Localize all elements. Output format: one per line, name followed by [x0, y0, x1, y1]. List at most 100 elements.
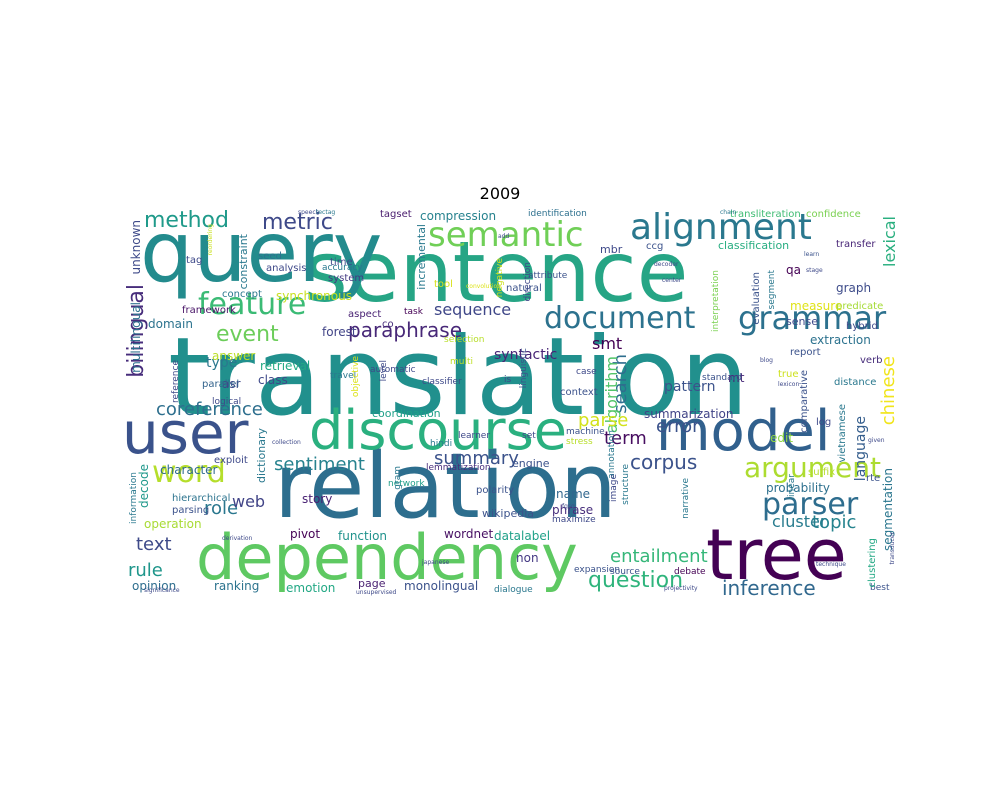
- cloud-word: center: [662, 277, 682, 284]
- cloud-word: clustering: [867, 538, 878, 588]
- cloud-word: network: [388, 479, 425, 489]
- cloud-word: entailment: [610, 546, 708, 567]
- cloud-word: relation: [274, 434, 617, 539]
- cloud-word: expansion: [574, 565, 621, 575]
- cloud-word: analysis: [266, 263, 307, 274]
- cloud-word: summarization: [644, 407, 734, 421]
- cloud-word: transliteration: [730, 209, 801, 220]
- cloud-word: narrative: [681, 478, 691, 519]
- cloud-word: event: [216, 322, 279, 347]
- cloud-word: dialogue: [494, 585, 533, 595]
- cloud-word: given: [868, 437, 885, 444]
- cloud-word: dependency: [196, 521, 578, 594]
- cloud-word: tool: [434, 279, 453, 290]
- cloud-word: fgsg: [562, 503, 575, 510]
- cloud-word: confidence: [806, 209, 861, 220]
- cloud-word: grammar: [738, 299, 887, 337]
- cloud-word: tree: [706, 514, 847, 596]
- cloud-word: pivot: [290, 527, 321, 541]
- cloud-word: synchronous: [276, 289, 352, 303]
- cloud-word: lexicon: [778, 381, 800, 388]
- cloud-word: role: [204, 498, 239, 519]
- cloud-word: travel: [330, 371, 357, 381]
- cloud-word: linguistic: [519, 348, 529, 389]
- cloud-word: system: [328, 273, 365, 284]
- cloud-word: structure: [621, 464, 631, 505]
- cloud-word: selection: [444, 335, 485, 345]
- cloud-word: sense: [786, 315, 818, 328]
- cloud-word: learn: [804, 251, 820, 258]
- cloud-word: forest: [322, 325, 357, 339]
- cloud-word: polarity: [476, 485, 515, 496]
- cloud-word: asr: [222, 377, 241, 391]
- cloud-word: discourse: [309, 399, 567, 462]
- cloud-word: translation: [168, 315, 749, 440]
- cloud-word: coordination: [372, 407, 441, 420]
- cloud-word: semantic: [428, 215, 584, 255]
- cloud-word: multi: [450, 357, 474, 367]
- cloud-word: inference: [722, 576, 816, 597]
- cloud-word: vietnamese: [837, 404, 848, 463]
- cloud-word: word: [152, 455, 226, 490]
- cloud-word: sentence: [304, 223, 689, 321]
- cloud-word: distance: [834, 377, 877, 388]
- cloud-word: identification: [528, 209, 587, 219]
- cloud-word: emotion: [286, 581, 336, 595]
- cloud-word: derivation: [222, 535, 253, 542]
- cloud-word: language: [853, 416, 869, 482]
- cloud-word: user: [126, 399, 249, 467]
- cloud-word: framework: [182, 305, 236, 316]
- figure-title: 2009: [479, 184, 521, 203]
- cloud-word: gram: [393, 466, 403, 490]
- cloud-word: function: [338, 529, 388, 543]
- cloud-word: logical: [212, 397, 242, 407]
- cloud-word: segment: [767, 270, 777, 310]
- cloud-word: level: [379, 360, 389, 382]
- cloud-word: japanese: [422, 559, 450, 566]
- cloud-word: class: [258, 373, 288, 387]
- cloud-word: text: [136, 534, 172, 555]
- cloud-word: edit: [770, 431, 794, 445]
- cloud-word: accuracy: [322, 263, 363, 273]
- cloud-word: cluster: [772, 512, 827, 531]
- cloud-word: question: [588, 568, 684, 593]
- cloud-word: stress: [566, 437, 593, 447]
- cloud-word: direction: [523, 262, 533, 302]
- cloud-word: term: [604, 428, 647, 449]
- cloud-word: task: [404, 307, 423, 317]
- cloud-word: hindi: [430, 439, 453, 449]
- cloud-word: lexical: [880, 216, 899, 267]
- cloud-word: aspect: [348, 309, 382, 320]
- cloud-word: speech: [298, 209, 320, 216]
- cloud-word: error: [656, 416, 700, 437]
- cloud-word: alignment: [630, 207, 812, 248]
- cloud-word: sequence: [434, 300, 512, 319]
- cloud-word: best: [870, 583, 890, 593]
- cloud-word: objective: [351, 356, 361, 398]
- cloud-word: maximize: [552, 515, 596, 525]
- cloud-word: interpretation: [711, 270, 721, 333]
- cloud-word: wikipedia: [482, 507, 535, 520]
- cloud-word: lemmatization: [426, 463, 491, 473]
- cloud-word: name: [556, 487, 591, 501]
- cloud-word: convolution: [466, 283, 501, 290]
- cloud-word: annotation: [607, 430, 617, 479]
- cloud-word: log: [816, 417, 832, 428]
- cloud-word: ccg: [646, 241, 664, 252]
- cloud-word: time: [330, 257, 353, 268]
- cloud-word: set: [522, 431, 536, 441]
- cloud-word: monolingual: [404, 579, 479, 593]
- cloud-word: qa: [786, 263, 801, 277]
- cloud-word: parsing: [172, 505, 210, 516]
- cloud-word: summary: [434, 448, 519, 469]
- cloud-word: decoder: [654, 261, 679, 268]
- cloud-word: parser: [762, 487, 859, 522]
- cloud-word: type: [206, 355, 238, 371]
- cloud-word: reference: [171, 360, 181, 403]
- cloud-word: automatic: [370, 365, 416, 375]
- cloud-word: smt: [592, 334, 623, 353]
- cloud-word: concept: [222, 289, 262, 300]
- cloud-word: learner: [458, 431, 491, 441]
- cloud-word: parse: [578, 410, 629, 431]
- cloud-word: hybrid: [846, 321, 878, 332]
